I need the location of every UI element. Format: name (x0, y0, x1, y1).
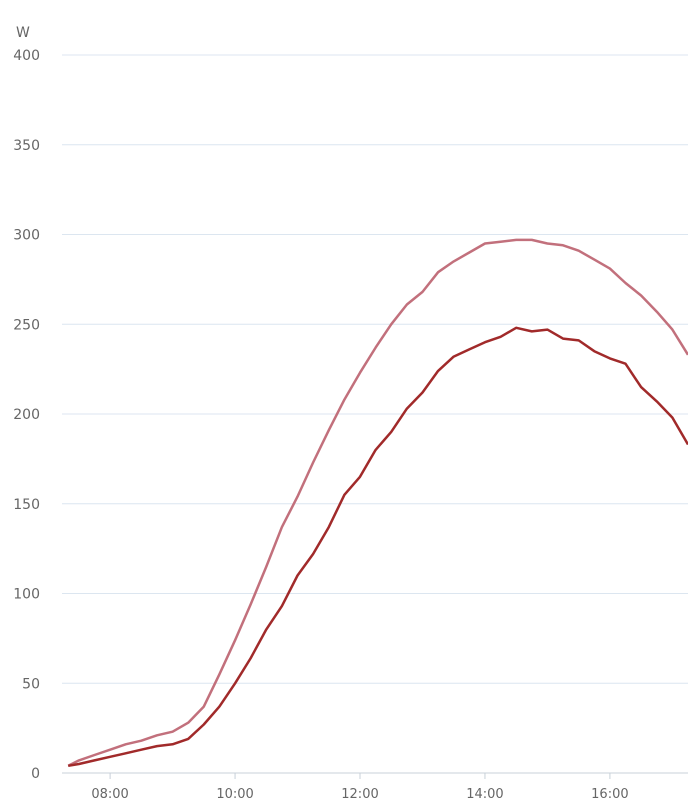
x-tick-label: 10:00 (216, 787, 253, 800)
series-line (67, 238, 688, 767)
x-tick-label: 12:00 (341, 787, 378, 800)
y-tick-label: 200 (13, 407, 40, 423)
y-tick-label: 0 (31, 766, 40, 782)
x-tick-label: 16:00 (591, 787, 628, 800)
y-tick-label: 100 (13, 587, 40, 603)
y-tick-label: 400 (13, 48, 40, 64)
y-tick-label: 300 (13, 228, 40, 244)
x-tick-label: 14:00 (466, 787, 503, 800)
x-tick-label: 08:00 (91, 787, 128, 800)
y-tick-label: 150 (13, 497, 40, 513)
y-tick-label: 50 (22, 676, 40, 692)
y-tick-label: 350 (13, 138, 40, 154)
y-axis-label: W (16, 25, 30, 41)
series-line (67, 326, 688, 768)
y-tick-label: 250 (13, 317, 40, 333)
